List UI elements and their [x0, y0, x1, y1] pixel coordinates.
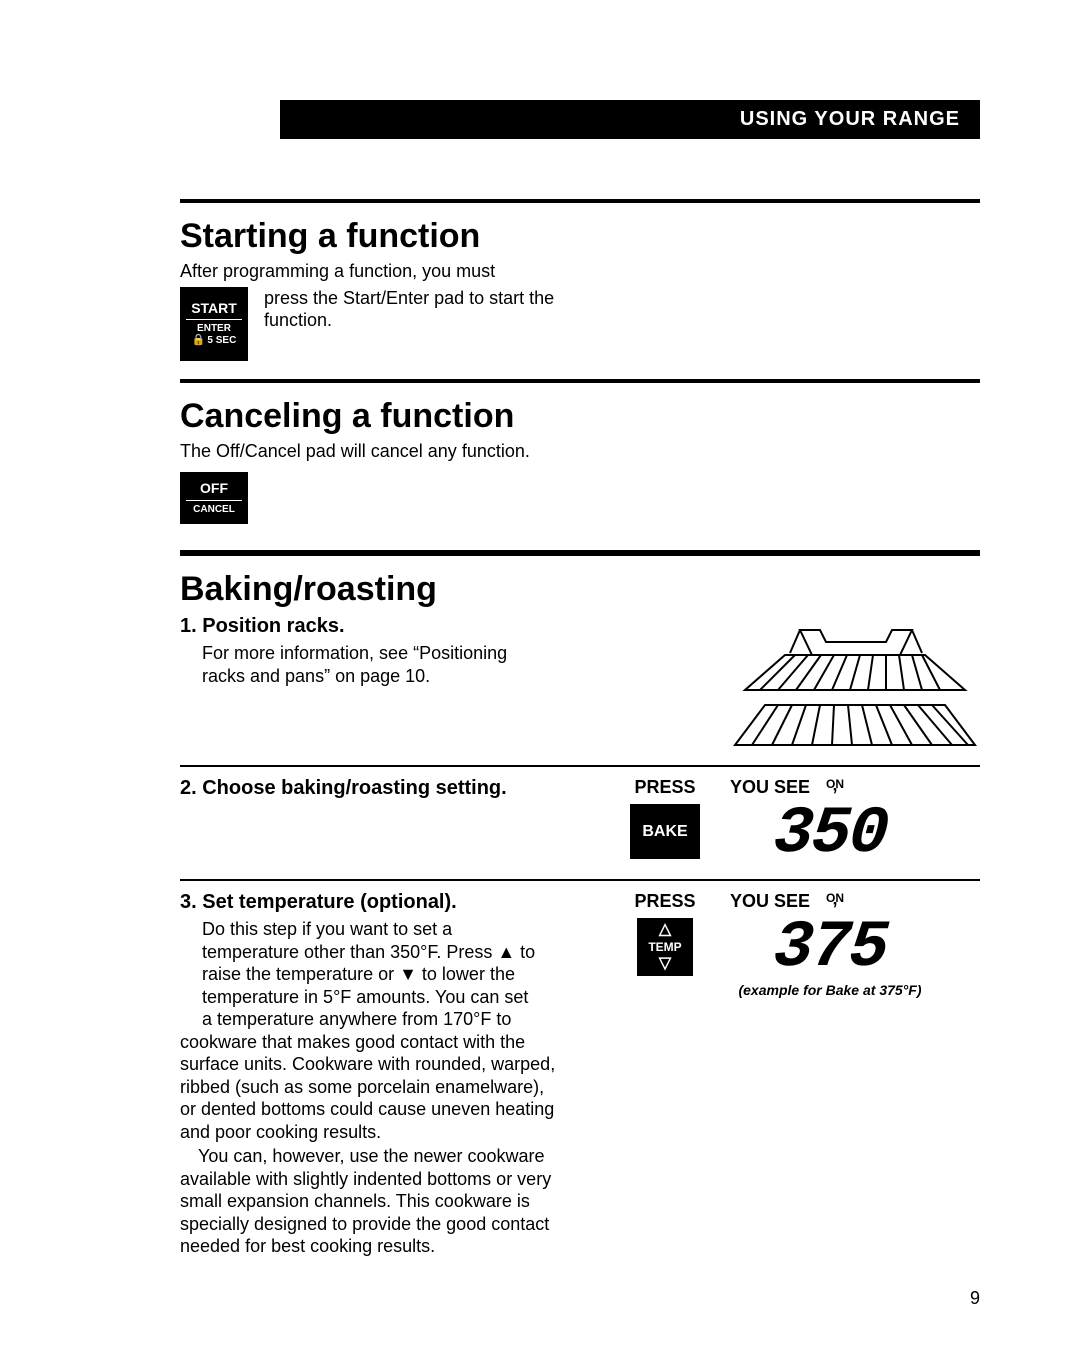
step3-head: 3. Set temperature (optional). [180, 891, 602, 914]
section-banner: USING YOUR RANGE [280, 100, 980, 139]
heading-canceling: Canceling a function [180, 397, 980, 436]
pad-sub-label: ENTER [197, 323, 231, 334]
lock-text: 5 SEC [207, 335, 236, 346]
pad-main-label: OFF [186, 481, 242, 500]
starting-intro: After programming a function, you must [180, 260, 980, 283]
step2-right: PRESS BAKE YOU SEE ON ’ 350 [620, 777, 980, 863]
step1-body: For more information, see “Positioning r… [180, 642, 510, 687]
divider [180, 379, 980, 383]
bake-pad: BAKE [630, 804, 700, 859]
step2-left: 2. Choose baking/roasting setting. [180, 777, 602, 804]
start-enter-pad: START ENTER 🔒 5 SEC [180, 287, 248, 361]
canceling-row: OFF CANCEL [180, 472, 980, 524]
page-container: USING YOUR RANGE Starting a function Aft… [0, 0, 1080, 1349]
temp-label: TEMP [648, 940, 681, 954]
pad-main-label: START [186, 301, 242, 320]
heading-baking: Baking/roasting [180, 570, 980, 609]
pad-sub-label: CANCEL [193, 504, 235, 515]
triangle-down-icon: ▽ [659, 956, 671, 972]
step3-body1: Do this step if you want to set a temper… [180, 918, 540, 1031]
heading-starting: Starting a function [180, 217, 980, 256]
step3-right: PRESS △ TEMP ▽ YOU SEE ON ’ 375 (example… [620, 891, 980, 997]
page-number: 9 [180, 1288, 980, 1309]
press-label: PRESS [634, 777, 695, 798]
step1-left: 1. Position racks. For more information,… [180, 615, 712, 687]
step1: 1. Position racks. For more information,… [180, 615, 980, 755]
starting-body: press the Start/Enter pad to start the f… [264, 287, 624, 332]
divider [180, 550, 980, 556]
step3-body2: cookware that makes good contact with th… [180, 1031, 560, 1144]
oven-rack-illustration [730, 615, 980, 755]
press-label: PRESS [634, 891, 695, 912]
lock-icon: 🔒 [192, 334, 206, 346]
divider [180, 879, 980, 881]
divider [180, 199, 980, 203]
press-group: PRESS BAKE [620, 777, 710, 859]
pad-lock-label: 🔒 5 SEC [192, 334, 237, 346]
step1-head: 1. Position racks. [180, 615, 712, 638]
display-375: 375 [772, 918, 889, 977]
step2-head: 2. Choose baking/roasting setting. [180, 777, 602, 800]
press-group: PRESS △ TEMP ▽ [620, 891, 710, 976]
yousee-group: YOU SEE ON ’ 375 (example for Bake at 37… [730, 891, 930, 997]
divider [180, 765, 980, 767]
display-350: 350 [772, 804, 889, 863]
yousee-label: YOU SEE [730, 777, 810, 798]
step3-left: 3. Set temperature (optional). Do this s… [180, 891, 602, 1258]
triangle-up-icon: △ [659, 922, 671, 938]
off-cancel-pad: OFF CANCEL [180, 472, 248, 524]
step3: 3. Set temperature (optional). Do this s… [180, 891, 980, 1258]
canceling-intro: The Off/Cancel pad will cancel any funct… [180, 440, 980, 463]
yousee-group: YOU SEE ON ’ 350 [730, 777, 930, 863]
step2: 2. Choose baking/roasting setting. PRESS… [180, 777, 980, 863]
starting-row: START ENTER 🔒 5 SEC press the Start/Ente… [180, 287, 980, 361]
temp-pad: △ TEMP ▽ [637, 918, 693, 976]
step3-body3: You can, however, use the newer cookware… [180, 1145, 560, 1258]
